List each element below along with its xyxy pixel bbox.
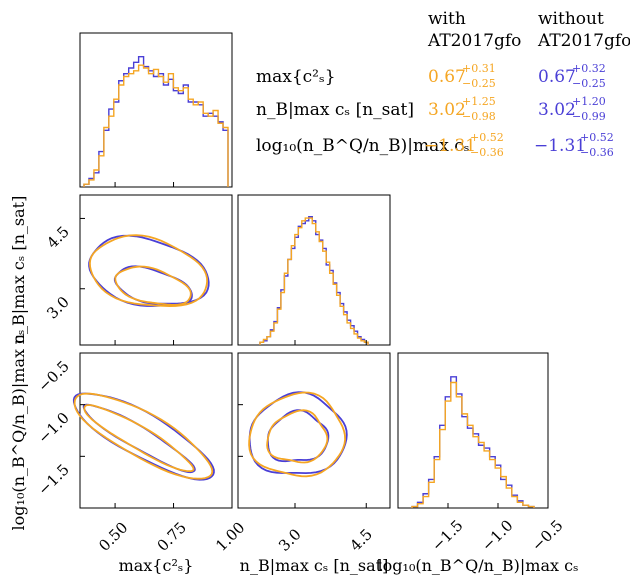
contour-2-outer-without <box>248 391 348 475</box>
svg-text:−1.31: −1.31 <box>534 136 586 156</box>
x-axis-label-0: max{c²ₛ} <box>119 556 194 575</box>
hist-var1-without <box>259 215 369 345</box>
legend-with-1: 3.02 +1.25 −0.98 <box>428 95 496 123</box>
svg-text:−0.36: −0.36 <box>580 146 614 159</box>
contour-1-outer-with <box>73 392 214 480</box>
svg-text:−0.36: −0.36 <box>470 146 504 159</box>
svg-text:0.67: 0.67 <box>538 67 576 87</box>
contour-2-inner-without <box>266 409 330 463</box>
contour-1-inner-with <box>83 404 195 473</box>
legend-without-2: −1.31 +0.52 −0.36 <box>534 131 614 159</box>
svg-text:+0.52: +0.52 <box>470 131 504 144</box>
ytick-label-1-0: 3.0 <box>43 293 73 323</box>
svg-text:+1.25: +1.25 <box>462 95 496 108</box>
x-axis-label-2: log₁₀(n_B^Q/n_B)|max cₛ <box>378 556 579 575</box>
y-axis-label-0: n_B|max cₛ [n_sat] <box>9 196 28 345</box>
contour-2-outer-with <box>248 391 347 478</box>
ytick-label-2-1: −1.0 <box>34 409 72 447</box>
legend-with-2: −1.31 +0.52 −0.36 <box>424 131 504 159</box>
legend-row-label-1: n_B|max cₛ [n_sat] <box>256 100 414 120</box>
legend-header-with-1: with <box>428 9 466 29</box>
svg-text:+0.31: +0.31 <box>462 62 496 75</box>
xtick-label-2-0: −1.5 <box>428 516 466 554</box>
xtick-label-0-2: 1.00 <box>212 518 248 554</box>
svg-text:+1.20: +1.20 <box>572 95 606 108</box>
svg-text:−0.99: −0.99 <box>572 110 606 123</box>
svg-text:3.02: 3.02 <box>538 100 576 120</box>
hist-var0-without <box>83 55 229 187</box>
legend-without-0: 0.67 +0.32 −0.25 <box>538 62 606 90</box>
svg-text:−1.31: −1.31 <box>424 136 476 156</box>
svg-text:−0.25: −0.25 <box>572 77 606 90</box>
svg-text:3.02: 3.02 <box>428 100 466 120</box>
panel-frames <box>79 32 549 509</box>
legend-header-with-2: AT2017gfo <box>427 31 521 51</box>
legend-header-without-1: without <box>538 9 604 29</box>
panel-frame-2-2 <box>397 352 549 509</box>
xtick-label-2-1: −1.0 <box>478 516 516 554</box>
hist-var0-with <box>83 64 229 187</box>
legend-row-label-0: max{c²ₛ} <box>256 67 336 87</box>
legend-without-1: 3.02 +1.20 −0.99 <box>538 95 606 123</box>
xtick-label-1-1: 4.5 <box>346 525 376 555</box>
svg-text:−0.25: −0.25 <box>462 77 496 90</box>
legend-with-0: 0.67 +0.31 −0.25 <box>428 62 496 90</box>
contour-0-outer-with <box>88 234 209 308</box>
x-axis-label-1: n_B|max cₛ [n_sat] <box>240 556 389 575</box>
hist-var2-without <box>411 376 535 508</box>
svg-text:+0.52: +0.52 <box>580 131 614 144</box>
contour-1-inner-without <box>82 403 196 474</box>
svg-text:−0.98: −0.98 <box>462 110 496 123</box>
legend-header-without-2: AT2017gfo <box>537 31 630 51</box>
contour-0-inner-with <box>114 265 192 306</box>
panel-frame-0-0 <box>79 32 233 188</box>
plot-marks <box>72 55 535 508</box>
panel-frame-1-1 <box>237 194 391 346</box>
legend-row-label-2: log₁₀(n_B^Q/n_B)|max cₛ <box>256 136 469 156</box>
hist-var2-with <box>411 381 535 508</box>
legend: with AT2017gfo without AT2017gfo max{c²ₛ… <box>256 9 630 159</box>
ytick-label-2-2: −0.5 <box>34 357 72 395</box>
xtick-label-0-0: 0.50 <box>95 518 131 554</box>
xtick-label-1-0: 3.0 <box>275 525 305 555</box>
panel-frame-0-1 <box>79 194 233 346</box>
svg-text:0.67: 0.67 <box>428 67 466 87</box>
svg-text:+0.32: +0.32 <box>572 62 606 75</box>
contour-0-inner-without <box>113 265 193 305</box>
panel-frame-0-2 <box>79 352 233 509</box>
y-axis-label-1: log₁₀(n_B^Q/n_B)|max cₛ <box>9 330 28 531</box>
panel-frame-1-2 <box>237 352 391 509</box>
xtick-label-0-1: 0.75 <box>154 518 190 554</box>
xtick-label-2-2: −0.5 <box>528 516 566 554</box>
ytick-label-1-1: 4.5 <box>43 223 73 253</box>
contour-2-inner-with <box>266 409 329 464</box>
ytick-label-2-0: −1.5 <box>34 460 72 498</box>
contour-1-outer-without <box>72 392 215 481</box>
hist-var1-with <box>259 217 369 345</box>
tick-marks <box>80 182 549 508</box>
